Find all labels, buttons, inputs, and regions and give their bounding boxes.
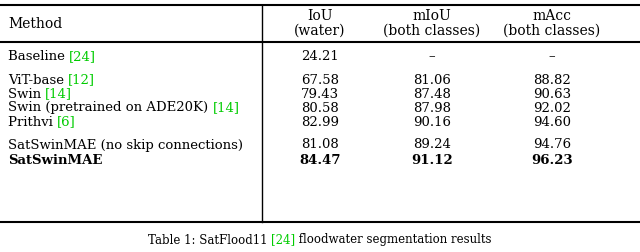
Text: ViT-base: ViT-base [8,74,68,86]
Text: [14]: [14] [212,102,239,114]
Text: 89.24: 89.24 [413,139,451,151]
Text: Table 1: SatFlood11: Table 1: SatFlood11 [148,234,271,246]
Text: [14]: [14] [45,87,72,101]
Text: 79.43: 79.43 [301,87,339,101]
Text: 90.16: 90.16 [413,115,451,129]
Text: Swin: Swin [8,87,45,101]
Text: 81.06: 81.06 [413,74,451,86]
Text: 80.58: 80.58 [301,102,339,114]
Text: mAcc: mAcc [532,10,572,23]
Text: IoU: IoU [307,10,333,23]
Text: (water): (water) [294,23,346,38]
Text: [6]: [6] [57,115,76,129]
Text: floodwater segmentation results: floodwater segmentation results [296,234,492,246]
Text: 91.12: 91.12 [411,153,453,167]
Text: SatSwinMAE (no skip connections): SatSwinMAE (no skip connections) [8,139,243,151]
Text: Baseline: Baseline [8,50,69,64]
Text: –: – [429,50,435,64]
Text: (both classes): (both classes) [504,23,600,38]
Text: Method: Method [8,16,62,30]
Text: 82.99: 82.99 [301,115,339,129]
Text: 88.82: 88.82 [533,74,571,86]
Text: 92.02: 92.02 [533,102,571,114]
Text: 94.76: 94.76 [533,139,571,151]
Text: 94.60: 94.60 [533,115,571,129]
Text: [12]: [12] [68,74,95,86]
Text: [24]: [24] [271,234,296,246]
Text: 67.58: 67.58 [301,74,339,86]
Text: 90.63: 90.63 [533,87,571,101]
Text: 87.98: 87.98 [413,102,451,114]
Text: [24]: [24] [69,50,96,64]
Text: 81.08: 81.08 [301,139,339,151]
Text: Swin (pretrained on ADE20K): Swin (pretrained on ADE20K) [8,102,212,114]
Text: –: – [548,50,556,64]
Text: SatSwinMAE: SatSwinMAE [8,153,102,167]
Text: 84.47: 84.47 [300,153,340,167]
Text: Prithvi: Prithvi [8,115,57,129]
Text: mIoU: mIoU [413,10,451,23]
Text: 87.48: 87.48 [413,87,451,101]
Text: 24.21: 24.21 [301,50,339,64]
Text: 96.23: 96.23 [531,153,573,167]
Text: (both classes): (both classes) [383,23,481,38]
